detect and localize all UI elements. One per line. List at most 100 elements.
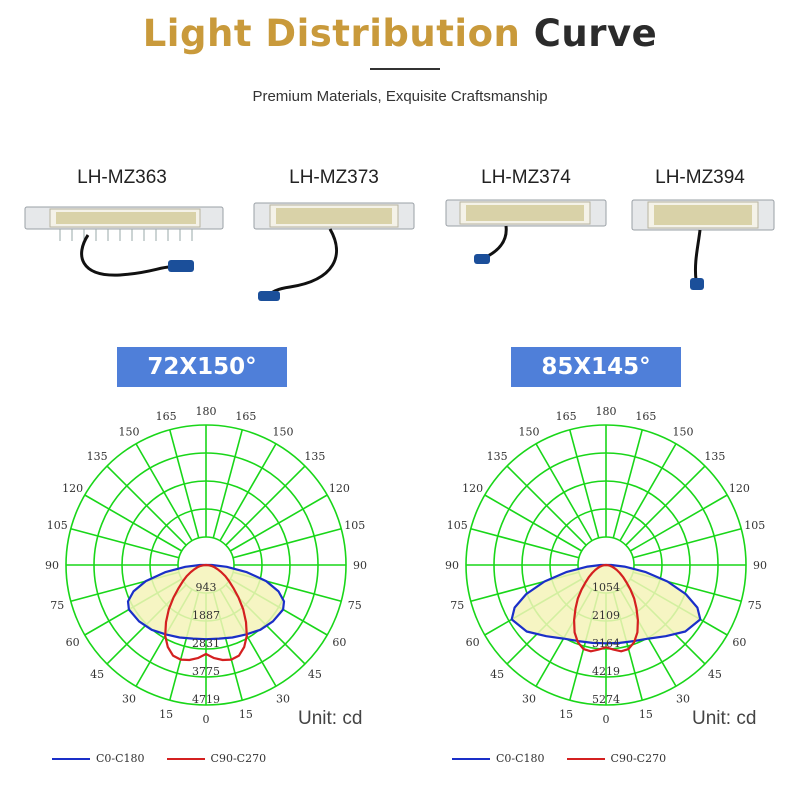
angle-tick-label: 90 bbox=[353, 559, 367, 572]
module-image-2 bbox=[253, 202, 415, 301]
series-line-c90-c270 bbox=[573, 563, 639, 653]
angle-tick-label: 105 bbox=[744, 519, 765, 532]
angle-tick-label: 165 bbox=[635, 410, 656, 423]
angle-tick-label: 30 bbox=[522, 692, 536, 705]
grid-spoke bbox=[568, 429, 600, 539]
angle-tick-label: 120 bbox=[462, 482, 483, 495]
title-rest: Curve bbox=[533, 12, 658, 55]
grid-spoke bbox=[70, 527, 180, 559]
angle-tick-label: 45 bbox=[490, 668, 504, 681]
angle-tick-label: 105 bbox=[344, 519, 365, 532]
model-label-1: LH-MZ363 bbox=[77, 167, 167, 188]
angle-tick-label: 165 bbox=[156, 410, 177, 423]
angle-tick-label: 150 bbox=[273, 426, 294, 439]
radial-tick-label: 2831 bbox=[192, 637, 220, 650]
angle-tick-label: 0 bbox=[603, 713, 610, 726]
angle-tick-label: 135 bbox=[704, 450, 725, 463]
grid-spoke bbox=[229, 494, 328, 552]
angle-tick-label: 60 bbox=[66, 636, 80, 649]
legend-1: C0-C180 C90-C270 bbox=[52, 752, 288, 765]
angle-tick-label: 15 bbox=[639, 708, 653, 721]
angle-tick-label: 105 bbox=[47, 519, 68, 532]
radial-tick-label: 1887 bbox=[192, 609, 220, 622]
grid-spoke bbox=[219, 443, 277, 542]
angle-tick-label: 90 bbox=[45, 559, 59, 572]
angle-tick-label: 75 bbox=[450, 599, 464, 612]
model-label-3: LH-MZ374 bbox=[481, 167, 571, 188]
angle-tick-label: 150 bbox=[673, 426, 694, 439]
module-image-3 bbox=[445, 199, 607, 264]
angle-tick-label: 150 bbox=[519, 426, 540, 439]
grid-spoke bbox=[225, 465, 306, 546]
angle-tick-label: 45 bbox=[90, 668, 104, 681]
angle-tick-label: 15 bbox=[159, 708, 173, 721]
radial-tick-label: 3164 bbox=[592, 637, 620, 650]
angle-tick-label: 180 bbox=[596, 405, 617, 418]
radial-tick-label: 5274 bbox=[592, 693, 620, 706]
radial-tick-label: 1054 bbox=[592, 581, 620, 594]
grid-spoke bbox=[212, 429, 244, 539]
angle-tick-label: 0 bbox=[203, 713, 210, 726]
legend-item-c90: C90-C270 bbox=[566, 752, 667, 765]
angle-tick-label: 30 bbox=[122, 692, 136, 705]
radial-tick-label: 2109 bbox=[592, 609, 620, 622]
angle-tick-label: 45 bbox=[708, 668, 722, 681]
angle-tick-label: 180 bbox=[196, 405, 217, 418]
grid-spoke bbox=[168, 429, 200, 539]
grid-spoke bbox=[632, 527, 742, 559]
beam-angle-badge-1: 72X150° bbox=[117, 347, 287, 387]
title-divider bbox=[370, 68, 440, 70]
angle-tick-label: 30 bbox=[676, 692, 690, 705]
angle-tick-label: 135 bbox=[487, 450, 508, 463]
model-label-2: LH-MZ373 bbox=[289, 167, 379, 188]
angle-tick-label: 60 bbox=[466, 636, 480, 649]
angle-tick-label: 165 bbox=[235, 410, 256, 423]
grid-spoke bbox=[106, 465, 187, 546]
subtitle: Premium Materials, Exquisite Craftsmansh… bbox=[252, 88, 548, 105]
legend-label-c0: C0-C180 bbox=[496, 752, 545, 765]
grid-spoke bbox=[232, 527, 342, 559]
angle-tick-label: 60 bbox=[332, 636, 346, 649]
legend-label-c90: C90-C270 bbox=[610, 752, 667, 765]
unit-label-2: Unit: cd bbox=[692, 708, 757, 729]
grid-spoke bbox=[535, 443, 593, 542]
grid-spoke bbox=[625, 465, 706, 546]
title-highlight: Light Distribution bbox=[142, 12, 521, 55]
legend-2: C0-C180 C90-C270 bbox=[452, 752, 688, 765]
radial-tick-label: 4719 bbox=[192, 693, 220, 706]
angle-tick-label: 135 bbox=[304, 450, 325, 463]
angle-tick-label: 150 bbox=[119, 426, 140, 439]
unit-label-1: Unit: cd bbox=[298, 708, 363, 729]
angle-tick-label: 30 bbox=[276, 692, 290, 705]
radial-tick-label: 943 bbox=[196, 581, 217, 594]
radial-tick-label: 3775 bbox=[192, 665, 220, 678]
series-line-c90-c270 bbox=[164, 563, 248, 662]
grid-spoke bbox=[506, 465, 587, 546]
legend-item-c0: C0-C180 bbox=[52, 752, 145, 765]
angle-tick-label: 90 bbox=[753, 559, 767, 572]
angle-tick-label: 15 bbox=[239, 708, 253, 721]
module-image-4 bbox=[631, 199, 775, 290]
grid-spoke bbox=[612, 429, 644, 539]
angle-tick-label: 15 bbox=[559, 708, 573, 721]
angle-tick-label: 75 bbox=[748, 599, 762, 612]
grid-spoke bbox=[484, 494, 583, 552]
angle-tick-label: 135 bbox=[87, 450, 108, 463]
distribution-fill bbox=[511, 565, 701, 644]
legend-label-c0: C0-C180 bbox=[96, 752, 145, 765]
beam-angle-badge-2: 85X145° bbox=[511, 347, 681, 387]
angle-tick-label: 45 bbox=[308, 668, 322, 681]
model-label-4: LH-MZ394 bbox=[655, 167, 745, 188]
angle-tick-label: 105 bbox=[447, 519, 468, 532]
legend-label-c90: C90-C270 bbox=[210, 752, 267, 765]
grid-spoke bbox=[84, 494, 183, 552]
radial-tick-label: 4219 bbox=[592, 665, 620, 678]
angle-tick-label: 165 bbox=[556, 410, 577, 423]
grid-spoke bbox=[135, 443, 193, 542]
polar-chart-2: 0 15 30 45 60 75 90 105 120 135 150 165 180 165 150 135… bbox=[445, 405, 767, 726]
angle-tick-label: 120 bbox=[62, 482, 83, 495]
grid-spoke bbox=[629, 494, 728, 552]
angle-tick-label: 120 bbox=[729, 482, 750, 495]
grid-spoke bbox=[619, 443, 677, 542]
grid-spoke bbox=[470, 527, 580, 559]
